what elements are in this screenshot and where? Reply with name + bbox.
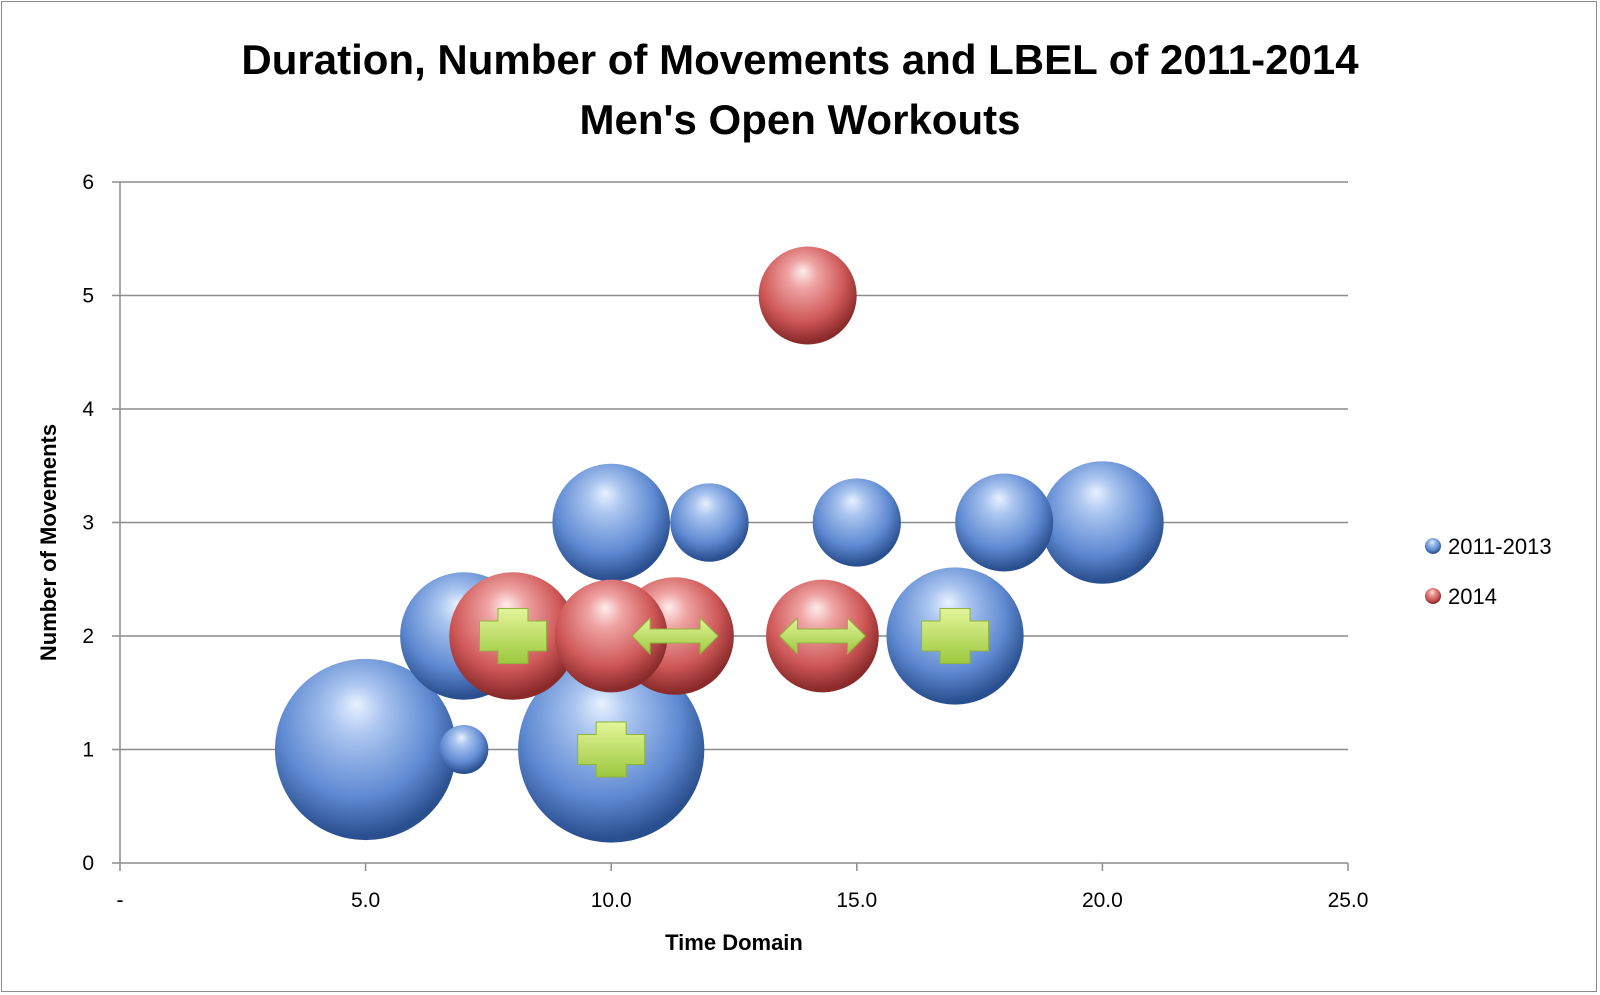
bubble-2011-2013-1: [439, 725, 489, 774]
bubble-2011-2013-8: [955, 473, 1054, 572]
x-tick-label-2: 10.0: [591, 889, 632, 912]
legend-marker-0: [1425, 538, 1441, 554]
legend: 2011-2013 2014: [1425, 534, 1552, 609]
chart-title: Duration, Number of Movements and LBEL o…: [0, 30, 1600, 150]
y-tick-label-5: 5: [82, 285, 94, 308]
bubbles: [274, 246, 1164, 843]
plus-marker-1: [921, 608, 990, 664]
x-tick-label-5: 25.0: [1328, 889, 1369, 912]
chart-title-line-1: Duration, Number of Movements and LBEL o…: [241, 36, 1359, 83]
axes: 0 1 2 3 4 5 6 - 5.0 10.0 15.0 20.0 25.0: [82, 171, 1368, 912]
bubble-2011-2013-6: [670, 483, 749, 562]
bubble-2011-2013-9: [1041, 461, 1164, 584]
x-axis-title: Time Domain: [665, 930, 803, 955]
x-tick-label-1: 5.0: [351, 889, 380, 912]
x-tick-label-4: 20.0: [1082, 889, 1123, 912]
y-tick-label-2: 2: [82, 625, 94, 648]
bubble-markers: [478, 608, 990, 778]
y-tick-label-4: 4: [82, 398, 94, 421]
legend-marker-1: [1425, 588, 1441, 604]
y-axis-title: Number of Movements: [36, 424, 61, 661]
x-tick-label-0: -: [117, 889, 124, 912]
double-arrow-marker-3: [631, 616, 719, 656]
bubble-2014-4: [758, 246, 857, 345]
plus-marker-2: [478, 608, 547, 664]
chart-title-line-2: Men's Open Workouts: [579, 96, 1021, 143]
double-arrow-marker-4: [778, 616, 867, 656]
x-tick-label-3: 15.0: [836, 889, 877, 912]
bubble-2014-1: [554, 579, 668, 693]
y-tick-label-6: 6: [82, 171, 94, 194]
y-tick-label-0: 0: [82, 852, 94, 875]
bubble-2011-2013-5: [552, 463, 670, 582]
bubble-2011-2013-0: [274, 658, 457, 841]
legend-label-1: 2014: [1448, 584, 1497, 609]
legend-label-0: 2011-2013: [1448, 534, 1552, 559]
plus-marker-0: [577, 721, 646, 778]
bubble-2011-2013-7: [812, 478, 901, 567]
y-tick-label-3: 3: [82, 512, 94, 535]
y-tick-label-1: 1: [82, 739, 94, 762]
gridlines: [120, 181, 1348, 751]
